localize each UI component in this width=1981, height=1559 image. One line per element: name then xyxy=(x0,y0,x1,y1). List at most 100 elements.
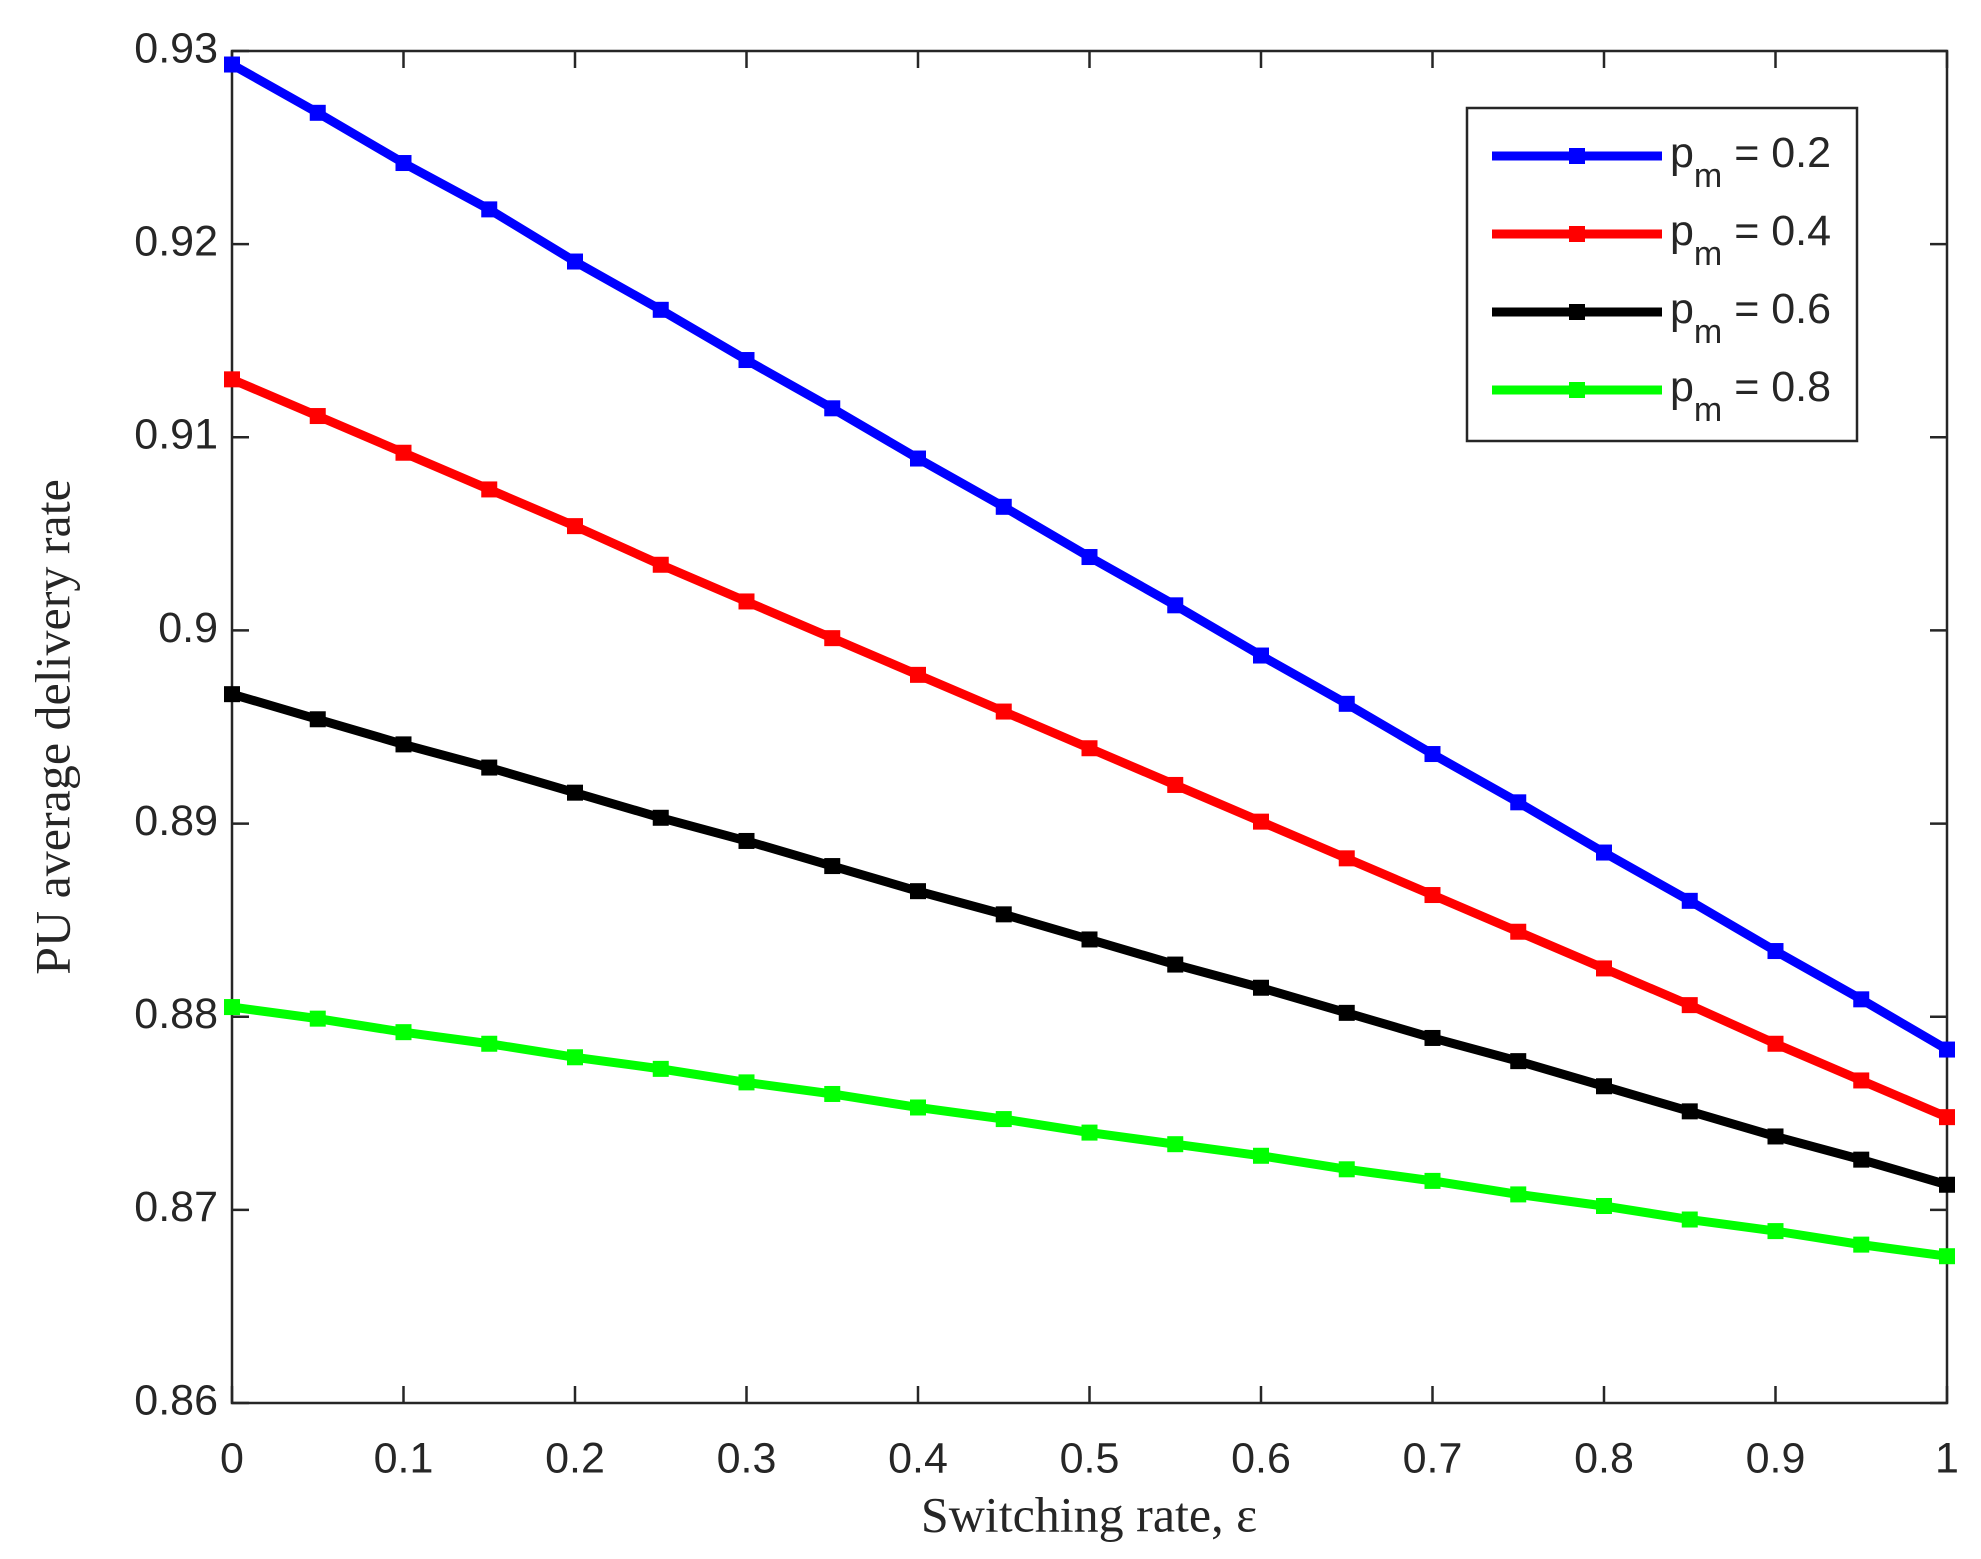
data-point xyxy=(1253,813,1269,830)
data-point xyxy=(481,201,498,218)
data-point xyxy=(1338,1004,1355,1021)
data-point xyxy=(1853,1236,1870,1253)
data-point xyxy=(1081,740,1098,757)
data-point xyxy=(224,56,240,73)
data-point xyxy=(224,999,240,1016)
legend-marker xyxy=(1569,304,1585,320)
y-tick-label: 0.88 xyxy=(134,990,218,1038)
data-point xyxy=(1939,1109,1955,1126)
data-point xyxy=(1167,597,1184,614)
legend-label: pm = 0.6 xyxy=(1670,285,1831,351)
x-tick-label: 0.9 xyxy=(1746,1434,1806,1482)
x-tick-label: 0.5 xyxy=(1060,1434,1120,1482)
data-point xyxy=(738,593,755,610)
data-point xyxy=(395,155,412,172)
data-point xyxy=(309,711,326,728)
data-point xyxy=(1510,923,1527,940)
data-point xyxy=(309,408,326,425)
data-point xyxy=(910,883,926,900)
data-point xyxy=(995,498,1012,515)
data-point xyxy=(995,906,1012,923)
data-point xyxy=(652,1060,669,1077)
data-point xyxy=(1853,1151,1870,1168)
data-point xyxy=(567,784,583,801)
data-point xyxy=(1424,887,1441,904)
data-point xyxy=(738,1074,755,1091)
data-point xyxy=(1253,647,1269,664)
data-point xyxy=(224,686,240,703)
data-point xyxy=(567,518,583,535)
x-tick-label: 0 xyxy=(220,1434,244,1482)
data-point xyxy=(1253,1147,1269,1164)
data-point xyxy=(738,352,755,369)
data-point xyxy=(824,1085,841,1102)
data-point xyxy=(567,1049,583,1066)
data-point xyxy=(481,481,498,498)
y-tick-label: 0.89 xyxy=(134,797,218,845)
data-point xyxy=(1939,1041,1955,1058)
legend-marker xyxy=(1569,148,1585,164)
data-point xyxy=(652,301,669,318)
data-point xyxy=(1167,776,1184,793)
x-tick-label: 0.3 xyxy=(717,1434,777,1482)
data-point xyxy=(995,703,1012,720)
data-point xyxy=(395,1024,412,1041)
y-tick-label: 0.93 xyxy=(134,24,218,72)
x-tick-label: 0.1 xyxy=(374,1434,434,1482)
data-point xyxy=(1767,1035,1784,1052)
data-point xyxy=(1081,931,1098,948)
data-point xyxy=(1767,1223,1784,1240)
data-point xyxy=(824,630,841,647)
data-point xyxy=(1424,746,1441,763)
data-point xyxy=(1939,1248,1955,1265)
data-point xyxy=(995,1111,1012,1128)
y-tick-label: 0.9 xyxy=(158,604,218,652)
legend-label: pm = 0.2 xyxy=(1670,129,1831,195)
x-axis-label: Switching rate, ε xyxy=(921,1486,1257,1542)
data-point xyxy=(1596,960,1612,977)
data-point xyxy=(1596,1078,1612,1095)
data-point xyxy=(1681,892,1698,909)
data-point xyxy=(1596,844,1612,861)
data-point xyxy=(1081,1124,1098,1141)
data-point xyxy=(395,736,412,753)
legend-label: pm = 0.8 xyxy=(1670,363,1831,429)
data-point xyxy=(395,444,412,461)
data-point xyxy=(910,450,926,467)
data-point xyxy=(652,556,669,573)
data-point xyxy=(1510,1186,1527,1203)
y-tick-label: 0.92 xyxy=(134,218,218,266)
legend-marker xyxy=(1569,226,1585,242)
data-point xyxy=(824,400,841,417)
y-tick-label: 0.87 xyxy=(134,1183,218,1231)
data-point xyxy=(652,809,669,826)
data-point xyxy=(481,1035,498,1052)
data-point xyxy=(1681,1211,1698,1228)
data-point xyxy=(1767,943,1784,960)
data-point xyxy=(910,666,926,683)
data-point xyxy=(738,832,755,849)
data-point xyxy=(910,1099,926,1116)
data-point xyxy=(1596,1197,1612,1214)
x-tick-label: 0.6 xyxy=(1231,1434,1291,1482)
x-tick-label: 0.8 xyxy=(1574,1434,1634,1482)
y-tick-label: 0.86 xyxy=(134,1376,218,1424)
data-point xyxy=(1338,695,1355,712)
data-point xyxy=(1510,1053,1527,1070)
data-point xyxy=(1681,997,1698,1014)
data-point xyxy=(1167,1136,1184,1153)
data-point xyxy=(1081,549,1098,566)
data-point xyxy=(1853,1072,1870,1089)
data-point xyxy=(481,759,498,776)
y-axis-label: PU average delivery rate xyxy=(24,479,80,975)
y-tick-label: 0.91 xyxy=(134,411,218,459)
x-tick-label: 0.7 xyxy=(1403,1434,1463,1482)
x-tick-label: 1 xyxy=(1935,1434,1959,1482)
legend-label: pm = 0.4 xyxy=(1670,207,1831,273)
data-point xyxy=(1167,956,1184,973)
data-point xyxy=(1338,1161,1355,1178)
data-point xyxy=(1767,1128,1784,1145)
data-point xyxy=(567,253,583,270)
